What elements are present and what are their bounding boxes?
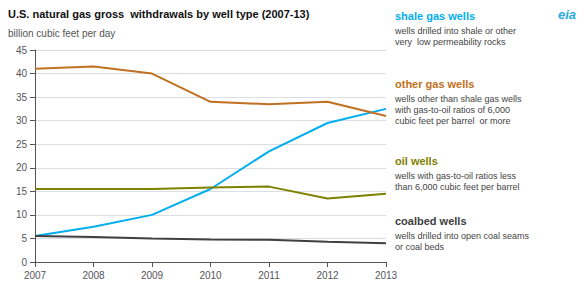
svg-text:than 6,000 cubic feet per barr: than 6,000 cubic feet per barrel <box>395 182 520 192</box>
svg-text:U.S. natural gas gross withdr: U.S. natural gas gross withdrawals by we… <box>8 8 310 20</box>
svg-text:45: 45 <box>16 45 28 56</box>
svg-text:2009: 2009 <box>141 270 164 281</box>
svg-text:2012: 2012 <box>316 270 339 281</box>
svg-text:wells other than shale gas wel: wells other than shale gas wells <box>394 94 522 104</box>
svg-text:wells with gas-to-oil ratios l: wells with gas-to-oil ratios less <box>394 171 517 181</box>
svg-text:2013: 2013 <box>375 270 398 281</box>
svg-text:35: 35 <box>16 92 28 103</box>
svg-text:30: 30 <box>16 115 28 126</box>
svg-text:2007: 2007 <box>24 270 47 281</box>
svg-text:2011: 2011 <box>258 270 280 281</box>
svg-text:10: 10 <box>16 209 28 220</box>
svg-text:oil wells: oil wells <box>395 155 438 167</box>
svg-text:5: 5 <box>21 233 27 244</box>
svg-text:20: 20 <box>16 162 28 173</box>
svg-text:coalbed wells: coalbed wells <box>395 215 467 227</box>
svg-text:with gas-to-oil ratios of 6,00: with gas-to-oil ratios of 6,000 <box>394 105 510 115</box>
svg-text:2010: 2010 <box>199 270 222 281</box>
svg-text:15: 15 <box>16 186 28 197</box>
svg-text:very low permeability rocks: very low permeability rocks <box>395 37 506 47</box>
svg-text:25: 25 <box>16 139 28 150</box>
svg-text:0: 0 <box>21 257 27 268</box>
svg-text:billion cubic feet per day: billion cubic feet per day <box>8 28 115 39</box>
svg-text:40: 40 <box>16 68 28 79</box>
svg-text:or coal beds: or coal beds <box>395 242 445 252</box>
svg-text:wells drilled into shale or ot: wells drilled into shale or other <box>394 26 516 36</box>
svg-text:cubic feet per barrel or more: cubic feet per barrel or more <box>395 116 511 126</box>
svg-text:other gas wells: other gas wells <box>395 78 474 90</box>
svg-text:2008: 2008 <box>82 270 105 281</box>
svg-text:shale gas wells: shale gas wells <box>395 10 475 22</box>
svg-text:wells drilled into open coal s: wells drilled into open coal seams <box>394 231 530 241</box>
svg-text:eia: eia <box>558 7 576 22</box>
